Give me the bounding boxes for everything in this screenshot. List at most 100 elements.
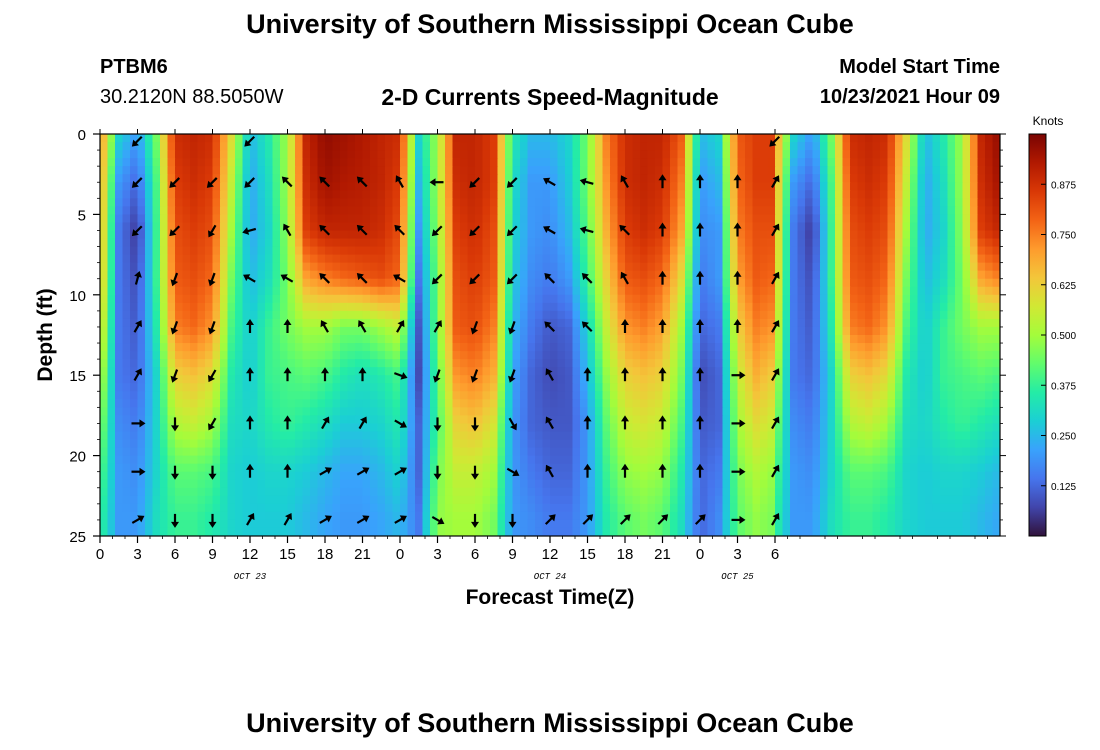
heatmap-cell [932, 343, 941, 352]
heatmap-cell [242, 367, 251, 376]
heatmap-cell [385, 270, 394, 280]
heatmap-cell [475, 158, 484, 167]
heatmap-cell [115, 190, 124, 199]
heatmap-cell [497, 158, 506, 167]
heatmap-cell [362, 318, 371, 328]
heatmap-cell [130, 278, 139, 288]
heatmap-cell [115, 407, 124, 416]
heatmap-cell [445, 246, 454, 256]
heatmap-cell [167, 343, 176, 352]
heatmap-cell [662, 230, 671, 240]
heatmap-cell [385, 415, 394, 425]
heatmap-cell [985, 431, 994, 441]
heatmap-cell [107, 262, 116, 272]
heatmap-cell [392, 166, 401, 175]
heatmap-cell [737, 198, 746, 207]
heatmap-cell [272, 399, 281, 408]
heatmap-cell [820, 294, 829, 304]
heatmap-cell [437, 455, 446, 465]
heatmap-cell [122, 150, 131, 159]
heatmap-cell [362, 439, 371, 449]
heatmap-cell [827, 294, 836, 304]
heatmap-cell [452, 351, 461, 360]
heatmap-cell [107, 318, 116, 328]
heatmap-cell [182, 150, 191, 159]
heatmap-cell [707, 262, 716, 272]
heatmap-cell [250, 407, 259, 416]
heatmap-cell [940, 447, 949, 457]
heatmap-cell [437, 399, 446, 408]
heatmap-cell [407, 391, 416, 400]
heatmap-cell [572, 326, 581, 336]
heatmap-cell [115, 423, 124, 433]
heatmap-cell [242, 415, 251, 425]
heatmap-cell [535, 294, 544, 304]
heatmap-cell [557, 270, 566, 280]
heatmap-cell [227, 190, 236, 199]
heatmap-cell [970, 447, 979, 457]
heatmap-cell [737, 407, 746, 416]
heatmap-cell [407, 439, 416, 449]
heatmap-cell [385, 455, 394, 465]
heatmap-cell [970, 254, 979, 264]
heatmap-cell [805, 246, 814, 256]
heatmap-cell [962, 399, 971, 408]
heatmap-cell [527, 174, 536, 183]
heatmap-cell [827, 407, 836, 416]
heatmap-cell [325, 222, 334, 232]
heatmap-cell [940, 423, 949, 433]
heatmap-cell [272, 238, 281, 248]
heatmap-cell [295, 294, 304, 304]
heatmap-cell [415, 238, 424, 248]
heatmap-cell [595, 318, 604, 328]
heatmap-cell [572, 294, 581, 304]
heatmap-cell [325, 142, 334, 151]
heatmap-cell [835, 343, 844, 352]
heatmap-cell [107, 455, 116, 465]
heatmap-cell [272, 254, 281, 264]
heatmap-cell [850, 270, 859, 280]
heatmap-cell [197, 343, 206, 352]
heatmap-cell [490, 246, 499, 256]
heatmap-cell [947, 447, 956, 457]
heatmap-cell [280, 262, 289, 272]
heatmap-cell [227, 134, 236, 143]
heatmap-cell [362, 375, 371, 384]
heatmap-cell [317, 246, 326, 256]
heatmap-cell [595, 150, 604, 159]
heatmap-cell [212, 190, 221, 199]
heatmap-cell [872, 174, 881, 183]
heatmap-cell [347, 343, 356, 352]
heatmap-cell [940, 182, 949, 191]
heatmap-cell [505, 399, 514, 408]
heatmap-cell [205, 447, 214, 457]
heatmap-cell [295, 367, 304, 376]
heatmap-cell [115, 262, 124, 272]
heatmap-cell [242, 214, 251, 224]
heatmap-cell [782, 286, 791, 296]
heatmap-cell [752, 294, 761, 304]
heatmap-cell [272, 270, 281, 280]
heatmap-cell [572, 318, 581, 328]
heatmap-cell [700, 423, 709, 433]
heatmap-cell [482, 278, 491, 288]
heatmap-cell [242, 439, 251, 449]
heatmap-cell [730, 367, 739, 376]
heatmap-cell [602, 182, 611, 191]
heatmap-cell [947, 214, 956, 224]
heatmap-cell [415, 214, 424, 224]
heatmap-cell [310, 359, 319, 368]
heatmap-cell [437, 238, 446, 248]
heatmap-cell [872, 375, 881, 384]
heatmap-cell [610, 455, 619, 465]
heatmap-cell [242, 190, 251, 199]
heatmap-cell [685, 439, 694, 449]
heatmap-cell [475, 318, 484, 328]
heatmap-cell [647, 206, 656, 215]
heatmap-cell [520, 302, 529, 312]
heatmap-cell [820, 335, 829, 344]
heatmap-cell [452, 190, 461, 199]
heatmap-cell [557, 294, 566, 304]
heatmap-cell [565, 142, 574, 151]
heatmap-cell [767, 134, 776, 143]
